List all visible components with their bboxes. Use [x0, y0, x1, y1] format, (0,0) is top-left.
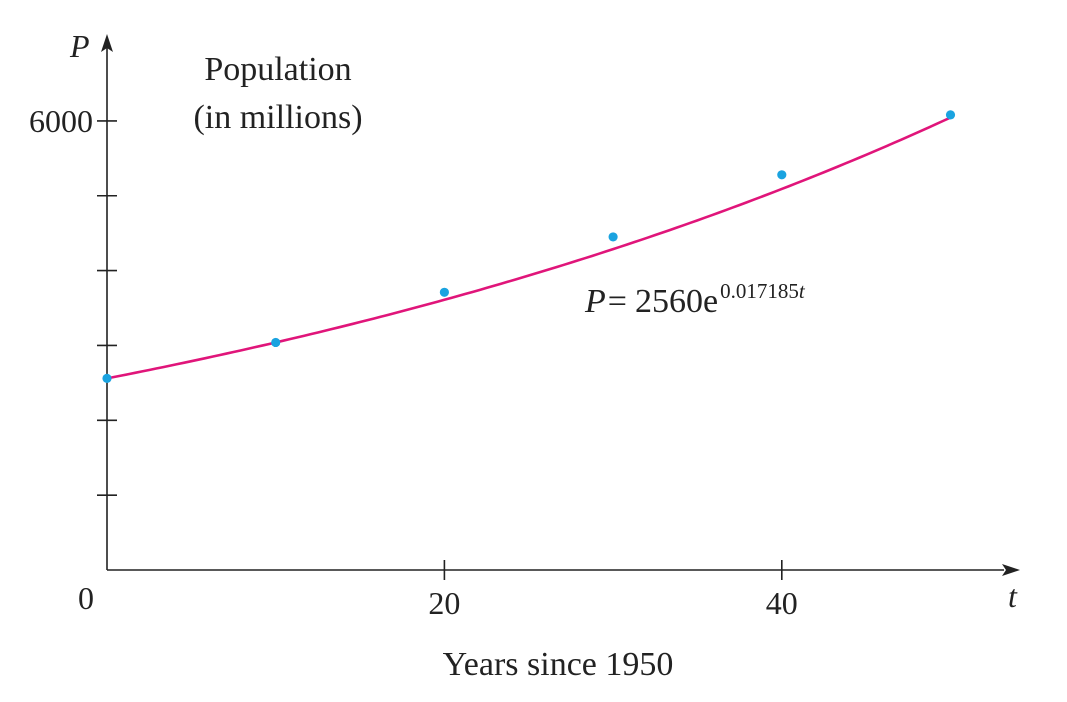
- x-axis-arrow-icon: [1002, 564, 1020, 576]
- x-tick-label-40: 40: [766, 585, 798, 621]
- x-axis-label: Years since 1950: [443, 646, 674, 683]
- x-tick-label-20: 20: [428, 585, 460, 621]
- x-axis-symbol: t: [1008, 578, 1018, 614]
- y-axis-label-line1: Population: [204, 51, 351, 88]
- data-point-50: [945, 110, 956, 120]
- y-tick-label-6000: 6000: [29, 103, 93, 139]
- origin-label: 0: [78, 580, 94, 616]
- y-axis-arrow-icon: [101, 34, 113, 52]
- x-tick-marks: 20 40: [428, 560, 798, 621]
- model-equation: P= 2560e0.017185t: [584, 279, 806, 320]
- data-point-40: [777, 170, 787, 180]
- equation-exponent: 0.017185: [720, 279, 799, 303]
- model-curve: [106, 116, 952, 380]
- data-point-0: [102, 373, 112, 383]
- equation-exponent-var: t: [799, 279, 806, 303]
- y-axis-symbol: P: [69, 28, 90, 64]
- y-axis-label-line2: (in millions): [193, 99, 362, 136]
- data-point-10: [271, 337, 281, 348]
- y-tick-marks: 6000: [29, 103, 117, 496]
- equation-base: 2560e: [635, 283, 718, 320]
- equation-lhs: P: [584, 283, 606, 320]
- equation-equals: =: [608, 283, 627, 320]
- data-points: [102, 110, 956, 383]
- data-point-20: [439, 287, 449, 297]
- data-point-30: [608, 232, 618, 242]
